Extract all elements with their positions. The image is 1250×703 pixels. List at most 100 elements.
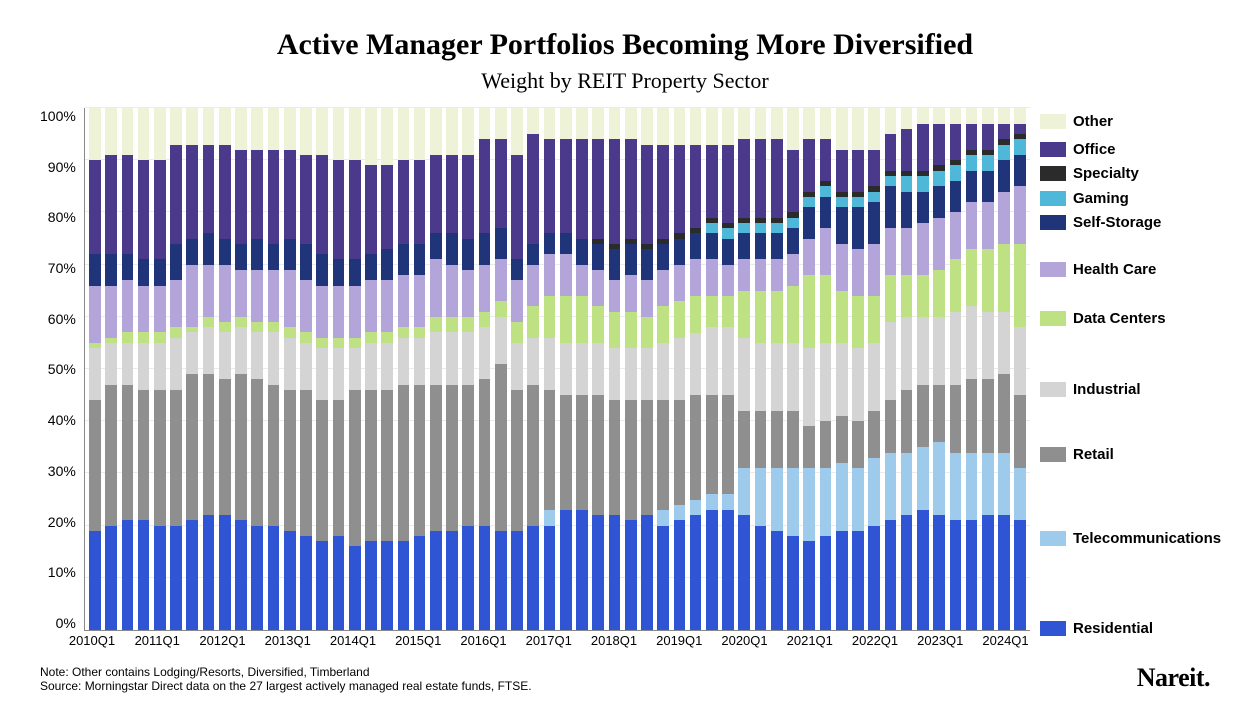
- stacked-bar: [836, 108, 848, 630]
- segment-data_centers: [998, 244, 1010, 312]
- segment-office: [706, 145, 718, 218]
- segment-industrial: [446, 332, 458, 384]
- stacked-bar: [706, 108, 718, 630]
- stacked-bar: [381, 108, 393, 630]
- segment-industrial: [868, 343, 880, 411]
- segment-industrial: [186, 332, 198, 374]
- stacked-bar: [901, 108, 913, 630]
- segment-telecommunications: [868, 458, 880, 526]
- segment-gaming: [852, 197, 864, 207]
- segment-retail: [852, 421, 864, 468]
- segment-retail: [511, 390, 523, 531]
- segment-telecommunications: [755, 468, 767, 525]
- segment-self_storage: [609, 249, 621, 280]
- segment-health_care: [235, 270, 247, 317]
- segment-other: [722, 108, 734, 145]
- segment-residential: [430, 531, 442, 630]
- bar-column: [720, 108, 736, 630]
- segment-office: [479, 139, 491, 233]
- segment-office: [154, 160, 166, 259]
- segment-data_centers: [284, 327, 296, 337]
- segment-retail: [105, 385, 117, 526]
- stacked-bar: [771, 108, 783, 630]
- segment-telecommunications: [722, 494, 734, 510]
- bar-column: [817, 108, 833, 630]
- segment-industrial: [690, 333, 702, 396]
- segment-office: [365, 165, 377, 254]
- stacked-bar: [625, 108, 637, 630]
- segment-industrial: [917, 317, 929, 385]
- segment-data_centers: [219, 322, 231, 332]
- segment-retail: [609, 400, 621, 515]
- segment-residential: [219, 515, 231, 630]
- segment-gaming: [706, 223, 718, 233]
- x-tick: 2022Q1: [852, 633, 898, 648]
- segment-other: [933, 108, 945, 124]
- segment-residential: [235, 520, 247, 630]
- segment-health_care: [154, 286, 166, 333]
- segment-residential: [300, 536, 312, 630]
- plot-region: [84, 108, 1030, 631]
- segment-health_care: [219, 265, 231, 322]
- legend-label: Gaming: [1073, 190, 1129, 207]
- segment-residential: [462, 526, 474, 630]
- segment-residential: [868, 526, 880, 630]
- segment-health_care: [690, 259, 702, 296]
- bar-column: [834, 108, 850, 630]
- segment-data_centers: [365, 332, 377, 342]
- segment-self_storage: [901, 192, 913, 229]
- segment-residential: [771, 531, 783, 630]
- segment-retail: [690, 395, 702, 499]
- segment-other: [576, 108, 588, 139]
- segment-office: [333, 160, 345, 259]
- segment-data_centers: [398, 327, 410, 337]
- segment-data_centers: [1014, 244, 1026, 328]
- segment-self_storage: [462, 239, 474, 270]
- stacked-bar: [122, 108, 134, 630]
- segment-office: [251, 150, 263, 239]
- segment-office: [1014, 124, 1026, 134]
- segment-self_storage: [154, 259, 166, 285]
- segment-telecommunications: [1014, 468, 1026, 520]
- segment-self_storage: [349, 259, 361, 285]
- segment-office: [398, 160, 410, 244]
- segment-health_care: [446, 265, 458, 317]
- segment-retail: [381, 390, 393, 541]
- segment-residential: [544, 526, 556, 630]
- legend-label: Other: [1073, 113, 1113, 130]
- segment-industrial: [462, 332, 474, 384]
- stacked-bar: [349, 108, 361, 630]
- segment-residential: [284, 531, 296, 630]
- segment-health_care: [560, 254, 572, 296]
- segment-data_centers: [316, 338, 328, 348]
- stacked-bar: [592, 108, 604, 630]
- legend-swatch: [1040, 447, 1066, 462]
- segment-self_storage: [966, 171, 978, 202]
- segment-residential: [89, 531, 101, 630]
- segment-gaming: [771, 223, 783, 233]
- segment-self_storage: [982, 171, 994, 202]
- segment-office: [771, 139, 783, 217]
- segment-residential: [333, 536, 345, 630]
- segment-self_storage: [560, 233, 572, 254]
- segment-other: [901, 108, 913, 129]
- segment-other: [950, 108, 962, 124]
- y-axis: 100%90%80%70%60%50%40%30%20%10%0%: [40, 108, 84, 653]
- segment-self_storage: [836, 207, 848, 244]
- segment-gaming: [933, 171, 945, 187]
- segment-residential: [901, 515, 913, 630]
- segment-data_centers: [738, 291, 750, 338]
- segment-self_storage: [414, 244, 426, 275]
- bar-column: [590, 108, 606, 630]
- bar-column: [882, 108, 898, 630]
- bars-group: [85, 108, 1030, 630]
- bar-column: [850, 108, 866, 630]
- segment-residential: [576, 510, 588, 630]
- legend: ResidentialTelecommunicationsRetailIndus…: [1030, 108, 1210, 653]
- segment-retail: [771, 411, 783, 468]
- x-tick: 2019Q1: [656, 633, 702, 648]
- bar-column: [558, 108, 574, 630]
- stacked-bar: [462, 108, 474, 630]
- segment-industrial: [89, 348, 101, 400]
- y-tick: 40%: [48, 412, 76, 428]
